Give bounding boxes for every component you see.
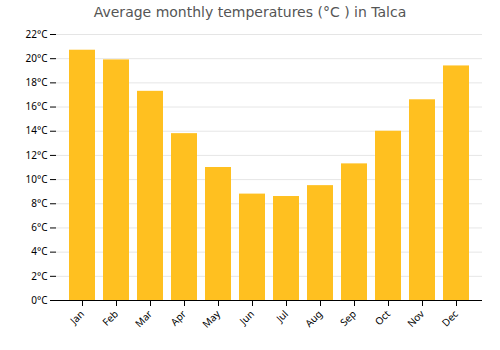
svg-text:20°C: 20°C — [25, 51, 48, 65]
svg-text:Nov: Nov — [404, 306, 428, 330]
svg-text:Dec: Dec — [438, 307, 461, 330]
svg-text:0°C: 0°C — [31, 293, 48, 307]
svg-text:Apr: Apr — [167, 307, 189, 329]
svg-text:6°C: 6°C — [31, 220, 48, 234]
svg-text:Jan: Jan — [66, 307, 87, 328]
svg-text:4°C: 4°C — [31, 244, 48, 258]
svg-text:Feb: Feb — [99, 307, 121, 329]
svg-text:Aug: Aug — [302, 307, 325, 330]
svg-text:Mar: Mar — [132, 307, 155, 330]
svg-text:Jul: Jul — [272, 307, 291, 326]
svg-text:18°C: 18°C — [25, 75, 48, 89]
html-text:Average monthly temperatures (: Average monthly temperatures (°C ) in Ta… — [93, 4, 407, 20]
svg-text:14°C: 14°C — [25, 123, 48, 137]
svg-text:Jun: Jun — [236, 307, 257, 328]
svg-text:May: May — [199, 306, 224, 331]
svg-text:8°C: 8°C — [31, 196, 48, 210]
svg-text:10°C: 10°C — [25, 172, 48, 186]
svg-text:16°C: 16°C — [25, 99, 48, 113]
svg-text:Oct: Oct — [372, 307, 394, 329]
svg-text:2°C: 2°C — [31, 269, 48, 283]
svg-text:Sep: Sep — [337, 307, 359, 329]
svg-text:12°C: 12°C — [25, 148, 48, 162]
svg-text:22°C: 22°C — [25, 27, 48, 41]
